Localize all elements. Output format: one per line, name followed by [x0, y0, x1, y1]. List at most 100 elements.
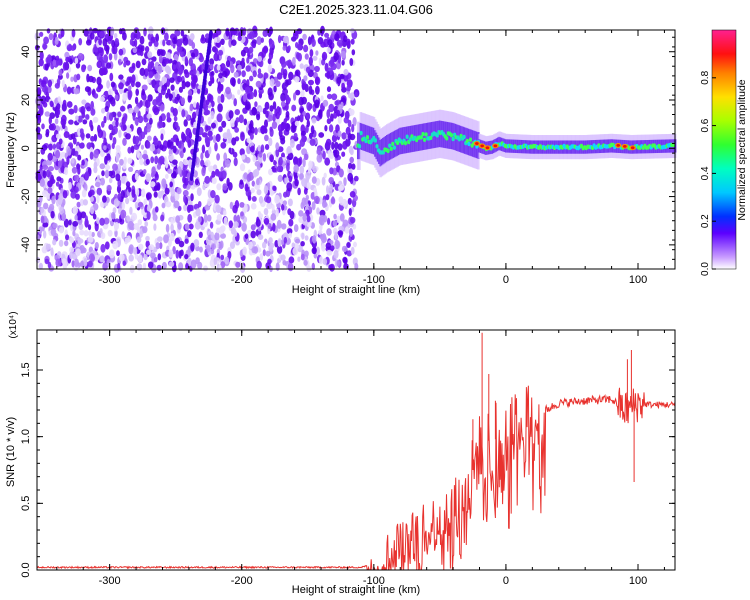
noise-cell: [182, 159, 189, 166]
noise-cell: [158, 121, 164, 129]
noise-cell: [121, 231, 125, 240]
noise-cell: [122, 260, 127, 267]
noise-cell: [39, 51, 44, 61]
noise-cell: [328, 177, 335, 184]
noise-cell: [250, 187, 255, 194]
noise-cell: [63, 167, 69, 176]
noise-cell: [311, 176, 317, 184]
noise-cell: [147, 76, 151, 84]
noise-cell: [209, 221, 214, 229]
noise-cell: [240, 211, 244, 217]
noise-cell: [276, 72, 283, 80]
noise-cell: [156, 49, 161, 57]
noise-cell: [42, 43, 48, 50]
track-band: [376, 135, 380, 162]
noise-cell: [347, 72, 352, 80]
noise-cell: [164, 32, 169, 42]
noise-cell: [247, 33, 253, 40]
noise-cell: [58, 138, 63, 145]
noise-cell: [208, 94, 214, 103]
noise-cell: [39, 31, 44, 37]
noise-cell: [302, 212, 307, 222]
noise-cell: [118, 48, 124, 56]
noise-cell: [258, 150, 263, 158]
noise-cell: [304, 250, 309, 257]
noise-cell: [272, 222, 276, 232]
noise-cell: [118, 129, 122, 138]
noise-cell: [269, 242, 275, 249]
noise-cell: [72, 230, 76, 237]
noise-cell: [324, 157, 331, 166]
noise-cell: [353, 175, 359, 182]
noise-cell: [101, 170, 105, 177]
noise-cell: [190, 79, 197, 87]
noise-cell: [274, 240, 279, 248]
noise-cell: [134, 38, 138, 48]
noise-cell: [334, 33, 340, 42]
noise-cell: [127, 107, 134, 114]
noise-cell: [143, 254, 148, 261]
noise-cell: [233, 221, 239, 229]
noise-cell: [122, 92, 129, 101]
noise-cell: [280, 137, 286, 145]
noise-cell: [125, 81, 130, 87]
noise-cell: [177, 222, 182, 230]
noise-cell: [317, 29, 321, 36]
noise-cell: [137, 254, 143, 263]
noise-cell: [130, 32, 136, 41]
noise-cell: [256, 260, 262, 269]
noise-cell: [70, 133, 76, 140]
noise-cell: [298, 210, 304, 217]
noise-cell: [87, 236, 94, 243]
noise-cell: [125, 197, 130, 205]
noise-cell: [66, 44, 73, 51]
noise-cell: [137, 219, 142, 226]
noise-cell: [49, 178, 56, 184]
noise-cell: [164, 187, 170, 195]
noise-cell: [170, 84, 175, 91]
noise-cell: [187, 213, 193, 223]
noise-cell: [263, 208, 269, 216]
track-core: [403, 140, 408, 146]
noise-cell: [354, 262, 359, 271]
noise-cell: [72, 220, 79, 227]
track-core: [429, 135, 433, 141]
noise-cell: [63, 240, 69, 247]
noise-cell: [287, 208, 292, 216]
noise-cell: [156, 65, 163, 74]
noise-cell: [75, 62, 81, 69]
noise-cell: [81, 65, 86, 73]
noise-cell: [309, 49, 314, 58]
colorbar-gradient: [711, 29, 737, 270]
noise-cell: [58, 226, 64, 234]
noise-cell: [276, 165, 283, 173]
noise-cell: [222, 132, 229, 140]
noise-cell: [90, 32, 95, 40]
noise-cell: [254, 101, 258, 108]
noise-cell: [135, 60, 141, 69]
noise-cell: [178, 66, 183, 76]
noise-cell: [106, 62, 112, 69]
noise-cell: [193, 170, 198, 178]
noise-cell: [183, 204, 188, 212]
noise-cell: [81, 99, 87, 105]
noise-cell: [140, 131, 146, 140]
noise-cell: [135, 88, 139, 96]
noise-cell: [66, 147, 72, 156]
noise-cell: [314, 76, 321, 86]
noise-cell: [268, 51, 274, 60]
noise-cell: [322, 258, 328, 265]
noise-cell: [253, 89, 258, 98]
noise-cell: [191, 52, 195, 58]
noise-cell: [60, 118, 67, 126]
noise-cell: [94, 242, 99, 250]
noise-cell: [293, 164, 300, 173]
noise-cell: [100, 177, 105, 186]
noise-cell: [145, 192, 152, 200]
noise-cell: [160, 133, 164, 141]
noise-cell: [325, 194, 330, 201]
noise-cell: [172, 134, 179, 143]
noise-cell: [55, 258, 61, 267]
noise-cell: [210, 231, 214, 239]
noise-cell: [153, 256, 158, 263]
